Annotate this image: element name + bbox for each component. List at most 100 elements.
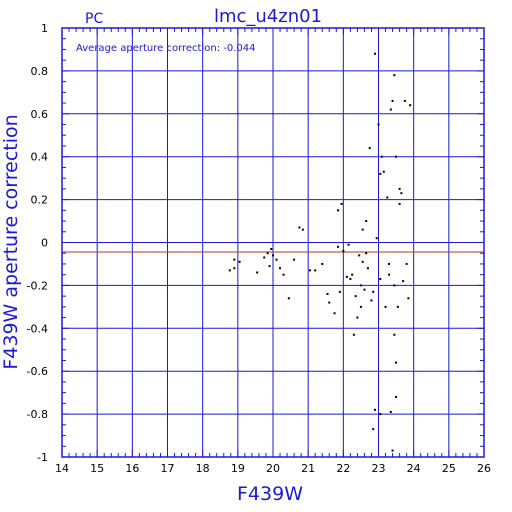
data-point	[388, 262, 391, 265]
y-tick-label: 0	[41, 237, 48, 250]
data-point	[233, 267, 236, 270]
data-point	[361, 260, 364, 263]
y-tick-label: 0.4	[31, 151, 49, 164]
data-point	[298, 226, 301, 229]
y-tick-label: -0.2	[27, 279, 48, 292]
grid	[62, 28, 484, 457]
data-point	[389, 410, 392, 413]
y-tick-label: -1	[37, 451, 48, 464]
data-point	[293, 258, 296, 261]
data-point	[333, 312, 336, 315]
data-point	[352, 333, 355, 336]
chart-title: lmc_u4zn01	[214, 6, 322, 27]
data-point	[238, 260, 241, 263]
data-point	[398, 202, 401, 205]
data-point	[365, 252, 368, 255]
data-point	[373, 52, 376, 55]
x-tick-label: 15	[90, 462, 104, 475]
data-point	[349, 277, 352, 280]
data-point	[391, 99, 394, 102]
data-point	[272, 254, 274, 257]
data-point	[351, 273, 354, 276]
data-point	[395, 395, 398, 398]
data-point	[381, 155, 384, 158]
y-tick-label: 1	[41, 22, 48, 35]
data-point	[359, 305, 362, 308]
data-point	[407, 297, 410, 300]
data-point	[393, 74, 396, 77]
y-tick-label: 0.8	[31, 65, 49, 78]
data-point	[338, 290, 341, 293]
y-axis-ticks: -1 -0.8 -0.6 -0.4 -0.2 0 0.2 0.4 0.6 0.8 1	[27, 22, 484, 464]
data-point	[395, 155, 398, 158]
data-point	[356, 316, 359, 319]
data-point	[321, 262, 324, 265]
x-tick-label: 24	[407, 462, 421, 475]
data-point	[386, 196, 389, 199]
data-point	[287, 297, 290, 300]
data-point	[279, 267, 282, 270]
x-tick-label: 22	[336, 462, 350, 475]
data-point	[268, 265, 271, 268]
data-point	[379, 277, 382, 280]
data-point	[347, 243, 350, 246]
y-tick-label: -0.6	[27, 365, 48, 378]
data-point	[368, 147, 371, 150]
x-axis-ticks: 14 15 16 17 18 19 20 21 22 23 24 25 26	[55, 28, 491, 475]
reference-lines	[62, 242, 484, 253]
data-point	[388, 273, 391, 276]
data-point	[275, 258, 278, 261]
y-tick-label: -0.8	[27, 408, 48, 421]
data-point	[377, 123, 380, 126]
data-point	[314, 269, 317, 272]
data-point	[233, 258, 236, 261]
data-point	[402, 280, 405, 283]
x-axis-label: F439W	[237, 483, 303, 505]
data-point	[228, 269, 231, 272]
data-point	[301, 228, 304, 231]
data-point	[308, 269, 311, 272]
data-point	[382, 170, 385, 173]
x-tick-label: 26	[477, 462, 491, 475]
data-point	[345, 275, 348, 278]
data-point	[405, 262, 408, 265]
data-point	[358, 254, 361, 257]
data-point	[337, 245, 340, 248]
data-point	[379, 172, 382, 175]
data-points	[228, 52, 412, 452]
data-point	[365, 220, 368, 223]
data-point	[337, 209, 340, 212]
x-tick-label: 17	[161, 462, 175, 475]
data-point	[372, 428, 375, 431]
data-point	[389, 108, 392, 111]
data-point	[373, 408, 376, 411]
data-point	[328, 301, 331, 304]
data-point	[391, 449, 394, 452]
data-point	[398, 187, 401, 190]
y-tick-label: -0.4	[27, 322, 48, 335]
y-tick-label: 0.2	[31, 194, 49, 207]
data-point	[396, 305, 399, 308]
data-point	[403, 99, 406, 102]
data-point	[266, 252, 269, 255]
x-tick-label: 14	[55, 462, 69, 475]
x-tick-label: 23	[372, 462, 386, 475]
y-axis-label: F439W aperture correction	[0, 114, 22, 369]
data-point	[282, 273, 285, 276]
data-point	[375, 237, 378, 240]
data-point	[340, 202, 343, 205]
x-tick-label: 20	[266, 462, 280, 475]
x-tick-label: 25	[442, 462, 456, 475]
data-point	[379, 413, 382, 416]
data-point	[354, 295, 357, 298]
x-tick-label: 16	[125, 462, 139, 475]
data-point	[384, 305, 387, 308]
x-tick-label: 19	[231, 462, 245, 475]
data-point	[270, 247, 273, 250]
data-point	[395, 361, 398, 364]
data-point	[372, 290, 375, 293]
data-point	[363, 288, 366, 291]
data-point	[361, 228, 364, 231]
data-point	[263, 256, 266, 259]
